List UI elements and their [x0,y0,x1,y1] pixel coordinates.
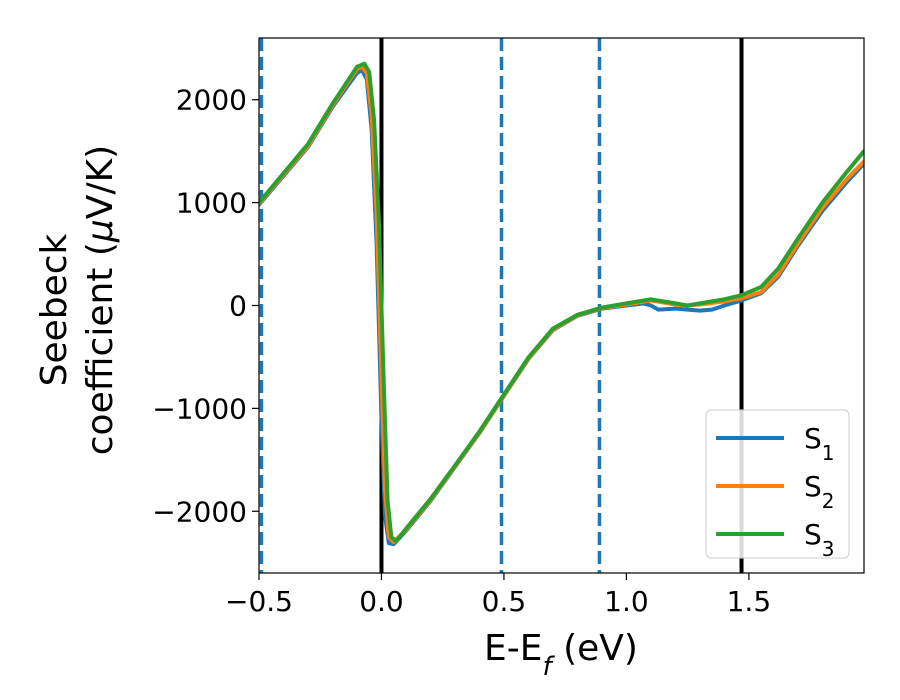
x-tick-label: 1.5 [727,585,772,618]
x-tick-label: 1.0 [604,585,649,618]
y-tick-label: −2000 [152,495,247,528]
x-tick-label: 0.5 [482,585,527,618]
series-lines [259,61,864,547]
y-axis-title: Seebeck coefficient (μV/K) [34,145,121,455]
y-tick-label: −1000 [152,392,247,425]
series-line-s3 [259,61,864,544]
x-tick-label: −0.5 [225,585,293,618]
y-axis-title-line2: coefficient (μV/K) [80,145,121,455]
legend-label-s3: S3 [804,518,835,561]
legend-label-s1: S1 [804,422,835,465]
y-axis: −2000 −1000 0 1000 2000 [152,84,259,528]
legend-label-s2: S2 [804,470,835,513]
y-tick-label: 2000 [176,84,247,117]
y-axis-title-line1: Seebeck [34,233,75,386]
y-tick-label: 0 [229,290,247,323]
x-axis-title: E-Ef (eV) [484,628,638,682]
x-tick-label: 0.0 [359,585,404,618]
y-tick-label: 1000 [176,187,247,220]
x-axis: −0.5 0.0 0.5 1.0 1.5 [225,573,771,618]
legend: S1 S2 S3 [705,409,850,561]
